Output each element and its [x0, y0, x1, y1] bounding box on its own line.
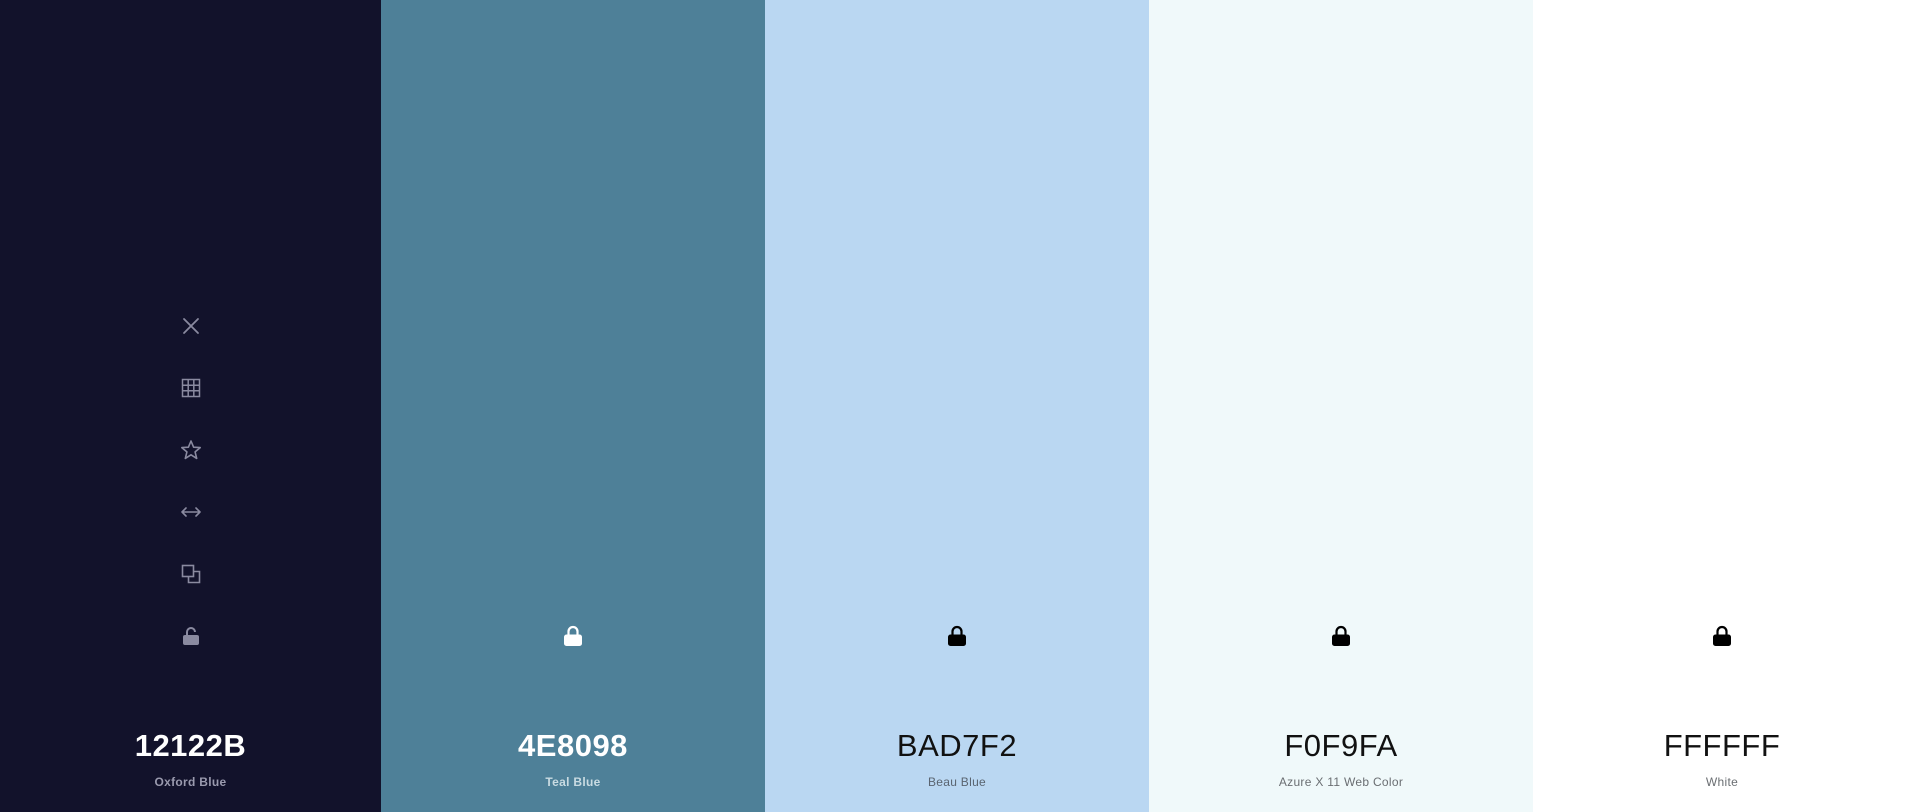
toggle-lock-button[interactable] [941, 620, 973, 652]
star-icon [180, 440, 201, 460]
lock-icon [1332, 625, 1350, 646]
swatch-toolbar [0, 310, 381, 682]
lock-icon [1713, 625, 1731, 646]
view-shades-button[interactable] [175, 372, 207, 404]
swatch-2[interactable]: 4E8098 Teal Blue [381, 0, 765, 812]
color-name[interactable]: Beau Blue [927, 775, 987, 789]
remove-color-button[interactable] [175, 310, 207, 342]
copy-icon [181, 564, 200, 584]
color-name[interactable]: White [1705, 775, 1739, 789]
toggle-lock-button[interactable] [1706, 620, 1738, 652]
close-icon [182, 318, 199, 334]
swatch-4[interactable]: F0F9FA Azure X 11 Web Color [1149, 0, 1533, 812]
copy-hex-button[interactable] [175, 558, 207, 590]
toggle-lock-button[interactable] [557, 620, 589, 652]
swatch-1[interactable]: 12122B Oxford Blue [0, 0, 381, 812]
unlock-icon [182, 627, 199, 645]
hex-code[interactable]: 12122B [134, 728, 247, 763]
swatch-5[interactable]: FFFFFF White [1533, 0, 1911, 812]
toggle-lock-button[interactable] [175, 620, 207, 652]
color-name[interactable]: Teal Blue [545, 775, 601, 789]
lock-icon [564, 625, 582, 646]
hex-code[interactable]: FFFFFF [1663, 728, 1781, 763]
grid-icon [181, 378, 200, 398]
color-name[interactable]: Oxford Blue [154, 775, 227, 789]
swatch-3[interactable]: BAD7F2 Beau Blue [765, 0, 1149, 812]
favorite-button[interactable] [175, 434, 207, 466]
hex-code[interactable]: BAD7F2 [896, 728, 1018, 763]
arrows-horizontal-icon [180, 507, 201, 517]
color-name[interactable]: Azure X 11 Web Color [1278, 775, 1404, 789]
hex-code[interactable]: 4E8098 [518, 728, 628, 763]
drag-button[interactable] [175, 496, 207, 528]
toggle-lock-button[interactable] [1325, 620, 1357, 652]
hex-code[interactable]: F0F9FA [1284, 728, 1398, 763]
lock-icon [948, 625, 966, 646]
